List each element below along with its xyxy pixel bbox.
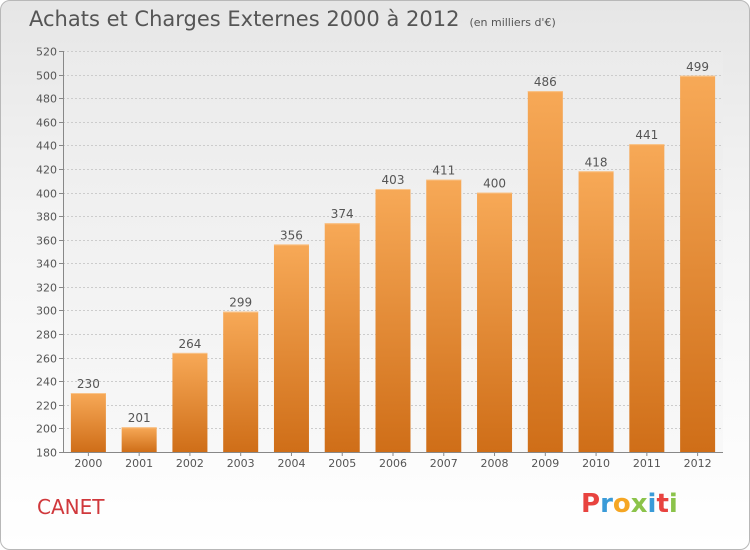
brand-letter: i xyxy=(647,489,657,519)
data-label: 299 xyxy=(229,296,252,310)
bar-2005 xyxy=(324,223,360,452)
x-tick-label: 2002 xyxy=(176,457,204,470)
y-tick-label: 220 xyxy=(36,400,57,413)
y-tick-label: 520 xyxy=(36,46,57,59)
brand-letter: r xyxy=(600,489,613,519)
x-tick-label: 2004 xyxy=(277,457,305,470)
x-tick-label: 2007 xyxy=(430,457,458,470)
data-label: 499 xyxy=(686,60,709,74)
data-label: 441 xyxy=(635,128,658,142)
y-tick-label: 340 xyxy=(36,258,57,271)
x-tick-label: 2012 xyxy=(684,457,712,470)
y-tick-label: 300 xyxy=(36,305,57,318)
y-tick-label: 320 xyxy=(36,282,57,295)
data-label: 403 xyxy=(382,173,405,187)
y-tick-label: 240 xyxy=(36,376,57,389)
x-tick-label: 2010 xyxy=(582,457,610,470)
bar-2003 xyxy=(223,311,259,452)
x-tick-label: 2009 xyxy=(531,457,559,470)
bar-2010 xyxy=(578,171,614,453)
bar-2008 xyxy=(477,192,513,452)
x-tick-label: 2000 xyxy=(74,457,102,470)
y-tick-label: 440 xyxy=(36,140,57,153)
brand-letter: o xyxy=(612,489,631,519)
y-tick-label: 460 xyxy=(36,117,57,130)
x-tick-label: 2011 xyxy=(633,457,661,470)
bar-2009 xyxy=(527,91,563,452)
x-tick-label: 2001 xyxy=(125,457,153,470)
y-tick-label: 360 xyxy=(36,235,57,248)
bar-2007 xyxy=(426,179,462,452)
data-label: 201 xyxy=(128,411,151,425)
y-tick-label: 260 xyxy=(36,353,57,366)
data-label: 418 xyxy=(585,155,608,169)
y-tick-label: 500 xyxy=(36,70,57,83)
brand-letter: x xyxy=(630,489,648,519)
bar-2006 xyxy=(375,188,411,452)
data-label: 486 xyxy=(534,75,557,89)
y-tick-label: 280 xyxy=(36,329,57,342)
title-unit: (en milliers d'€) xyxy=(469,16,556,29)
bar-2012 xyxy=(680,75,716,453)
commune-name: CANET xyxy=(37,495,105,519)
x-tick-label: 2003 xyxy=(227,457,255,470)
x-tick-label: 2005 xyxy=(328,457,356,470)
brand-letter: P xyxy=(581,489,601,519)
proxiti-logo: Proxiti xyxy=(581,489,678,519)
y-tick-label: 480 xyxy=(36,93,57,106)
brand-letter: i xyxy=(668,489,678,519)
bar-2002 xyxy=(172,352,208,452)
bar-2000 xyxy=(70,393,106,452)
bar-2004 xyxy=(273,244,309,452)
y-tick-label: 420 xyxy=(36,164,57,177)
x-tick-label: 2006 xyxy=(379,457,407,470)
bar-2001 xyxy=(121,427,157,452)
data-label: 230 xyxy=(77,377,100,391)
data-label: 411 xyxy=(432,164,455,178)
x-tick-label: 2008 xyxy=(481,457,509,470)
data-label: 374 xyxy=(331,207,354,221)
y-tick-label: 180 xyxy=(36,447,57,460)
title-main: Achats et Charges Externes 2000 à 2012 xyxy=(29,7,460,31)
chart-title: Achats et Charges Externes 2000 à 2012 (e… xyxy=(29,7,556,31)
y-tick-label: 400 xyxy=(36,188,57,201)
data-label: 264 xyxy=(178,337,201,351)
data-label: 356 xyxy=(280,228,303,242)
y-tick-label: 200 xyxy=(36,423,57,436)
y-tick-label: 380 xyxy=(36,211,57,224)
brand-letter: t xyxy=(656,489,669,519)
bar-2011 xyxy=(629,144,665,452)
data-label: 400 xyxy=(483,177,506,191)
